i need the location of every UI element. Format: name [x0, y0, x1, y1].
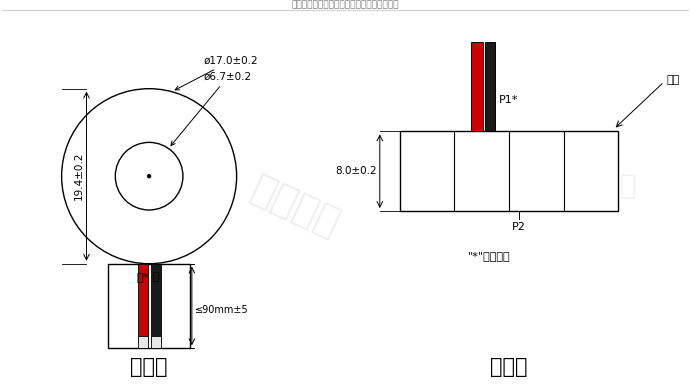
- Text: 主视图: 主视图: [131, 357, 168, 377]
- Text: P1*: P1*: [499, 95, 518, 105]
- Text: 北: 北: [620, 172, 636, 200]
- Text: P2: P2: [512, 222, 526, 232]
- Bar: [108, 264, 190, 348]
- Text: 黑: 黑: [152, 272, 159, 282]
- Bar: [151, 336, 160, 348]
- Text: ≤90mm±5: ≤90mm±5: [195, 305, 249, 315]
- Text: 防雷器避雷器的原理及应用，适用性方案解析: 防雷器避雷器的原理及应用，适用性方案解析: [291, 1, 399, 10]
- Bar: [138, 264, 148, 342]
- Bar: [151, 264, 160, 342]
- Text: ø6.7±0.2: ø6.7±0.2: [171, 72, 252, 146]
- Text: 深圳恒通: 深圳恒通: [245, 169, 346, 243]
- Bar: [399, 131, 618, 211]
- Text: 8.0±0.2: 8.0±0.2: [335, 166, 377, 176]
- Text: 19.4±0.2: 19.4±0.2: [73, 152, 84, 200]
- Text: "*"为同名端: "*"为同名端: [468, 251, 511, 261]
- Text: 底视图: 底视图: [491, 357, 528, 377]
- Bar: [138, 336, 148, 348]
- Bar: [485, 42, 495, 131]
- Bar: [471, 42, 483, 131]
- Circle shape: [148, 175, 151, 178]
- Text: ø17.0±0.2: ø17.0±0.2: [176, 56, 258, 90]
- Text: 红*: 红*: [137, 272, 149, 282]
- Text: 胶面: 胶面: [666, 75, 679, 85]
